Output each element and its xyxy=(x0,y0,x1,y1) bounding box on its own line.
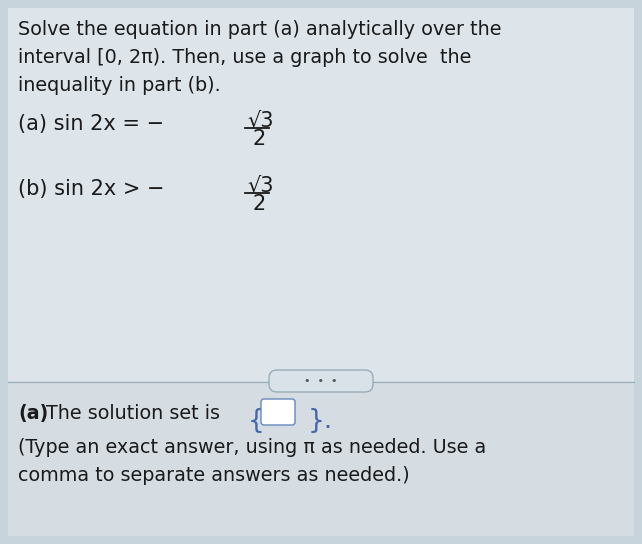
Text: (b) sin 2x > −: (b) sin 2x > − xyxy=(18,179,164,199)
FancyBboxPatch shape xyxy=(8,384,634,536)
Text: 2: 2 xyxy=(252,129,265,149)
Text: √3: √3 xyxy=(247,176,273,196)
Text: Solve the equation in part (a) analytically over the: Solve the equation in part (a) analytica… xyxy=(18,20,501,39)
Text: inequality in part (b).: inequality in part (b). xyxy=(18,76,221,95)
Text: (Type an exact answer, using π as needed. Use a: (Type an exact answer, using π as needed… xyxy=(18,438,486,457)
Text: √3: √3 xyxy=(247,111,273,131)
Text: interval [0, 2π). Then, use a graph to solve  the: interval [0, 2π). Then, use a graph to s… xyxy=(18,48,471,67)
Text: {: { xyxy=(248,408,265,434)
Text: •  •  •: • • • xyxy=(304,376,338,386)
FancyBboxPatch shape xyxy=(261,399,295,425)
Text: 2: 2 xyxy=(252,194,265,214)
Text: (a) sin 2x = −: (a) sin 2x = − xyxy=(18,114,164,134)
FancyBboxPatch shape xyxy=(269,370,373,392)
Text: }.: }. xyxy=(308,408,333,434)
FancyBboxPatch shape xyxy=(8,8,634,384)
Text: comma to separate answers as needed.): comma to separate answers as needed.) xyxy=(18,466,410,485)
Text: (a): (a) xyxy=(18,404,48,423)
Text: The solution set is: The solution set is xyxy=(46,404,220,423)
